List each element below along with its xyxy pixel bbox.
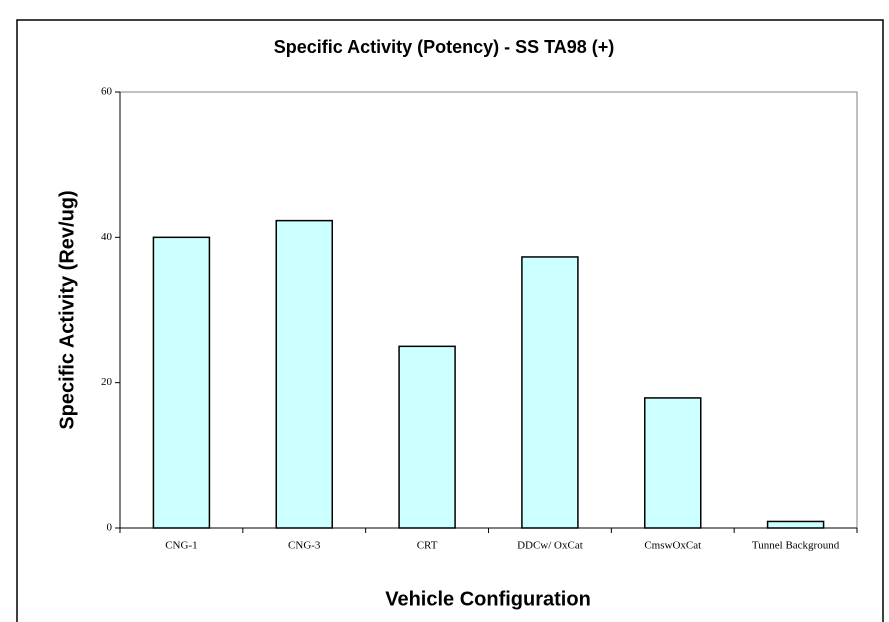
bar [275, 219, 333, 529]
y-tick-label: 40 [101, 231, 113, 243]
x-tick-label: CRT [417, 540, 438, 552]
plot-area [119, 91, 858, 529]
chart-title: Specific Activity (Potency) - SS TA98 (+… [274, 37, 615, 57]
bar [766, 520, 825, 529]
x-tick-label: Tunnel Background [752, 540, 840, 552]
y-tick-label: 20 [101, 376, 113, 388]
x-tick-label: DDCw/ OxCat [517, 540, 583, 552]
y-tick-label: 0 [107, 522, 113, 534]
x-axis-label: Vehicle Configuration [385, 588, 591, 610]
bar [152, 236, 211, 529]
x-tick-label: CmswOxCat [644, 540, 701, 552]
bar [644, 397, 702, 529]
y-tick-label: 60 [101, 86, 113, 98]
bar [398, 345, 456, 529]
bar [521, 256, 579, 529]
x-tick-label: CNG-3 [288, 540, 321, 552]
y-axis-label: Specific Activity (Rev/ug) [56, 190, 78, 429]
x-tick-label: CNG-1 [165, 540, 197, 552]
